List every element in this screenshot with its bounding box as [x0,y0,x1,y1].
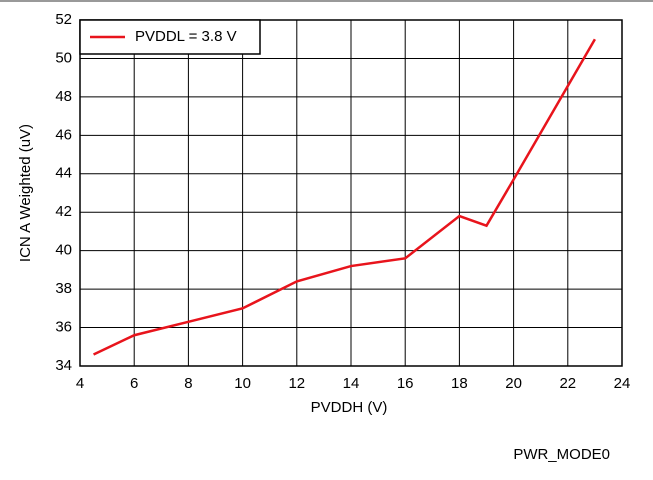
x-tick-label: 8 [184,375,192,392]
y-tick-label: 44 [55,165,72,182]
y-tick-label: 38 [55,280,72,297]
x-tick-label: 24 [614,375,631,392]
footer: PWR_MODE0 [513,446,610,463]
y-axis-label: ICN A Weighted (uV) [17,124,34,262]
y-tick-label: 48 [55,88,72,105]
y-tick-label: 52 [55,11,72,28]
x-tick-label: 16 [397,375,414,392]
x-tick-label: 4 [76,375,84,392]
plot-frame [79,19,623,367]
x-tick-label: 18 [451,375,468,392]
y-tick-label: 36 [55,319,72,336]
x-tick-label: 14 [343,375,360,392]
y-tick-label: 42 [55,203,72,220]
y-tick-label: 50 [55,49,72,66]
x-tick-label: 12 [288,375,305,392]
legend-label: PVDDL = 3.8 V [135,28,237,45]
y-tick-label: 34 [55,357,72,374]
y-tick-label: 40 [55,242,72,259]
y-tick-label: 46 [55,126,72,143]
x-axis-label: PVDDH (V) [311,399,388,416]
x-tick-label: 10 [234,375,251,392]
x-tick-label: 6 [130,375,138,392]
x-tick-label: 20 [505,375,522,392]
data-line [93,38,596,356]
x-tick-label: 22 [559,375,576,392]
